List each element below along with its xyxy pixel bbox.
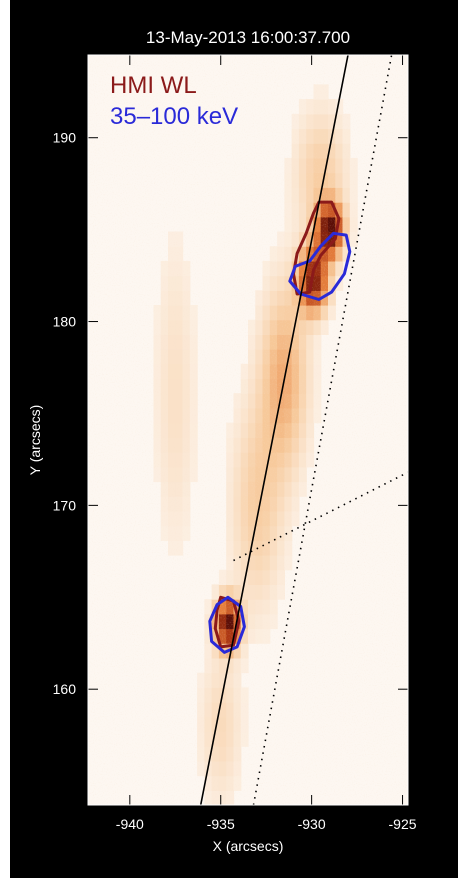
x-tick-label: -935: [207, 816, 235, 832]
plot-border: [87, 54, 409, 806]
y-axis: 160 170 180 190: [53, 130, 408, 697]
limb-line-solid: [199, 55, 349, 805]
hmi-wl-contour: [213, 595, 241, 649]
solar-flare-map: 13-May-2013 16:00:37.700 -940 -935 -930 -92…: [27, 28, 417, 854]
x-tick-label: -925: [389, 816, 417, 832]
x-axis-label: X (arcsecs): [213, 838, 284, 854]
x-tick-label: -930: [298, 816, 326, 832]
contour-layer: [208, 200, 352, 654]
legend-hxr-35-100kev: 35–100 keV: [110, 103, 238, 130]
background-grain: [88, 55, 408, 805]
plot-frame: 13-May-2013 16:00:37.700 -940 -935 -930 -92…: [10, 0, 458, 878]
hxr-contour: [208, 595, 246, 654]
y-axis-label: Y (arcsecs): [27, 405, 43, 476]
y-tick-label: 160: [53, 681, 77, 697]
limb-line-dotted: [233, 471, 408, 562]
line-layer: [199, 55, 408, 805]
hxr-contour: [288, 231, 352, 301]
hmi-wl-contour: [292, 200, 341, 296]
legend-hmi-wl: HMI WL: [110, 72, 197, 99]
y-tick-label: 190: [53, 130, 77, 146]
y-tick-label: 170: [53, 497, 77, 513]
y-tick-label: 180: [53, 314, 77, 330]
x-axis: -940 -935 -930 -925: [116, 55, 417, 832]
chart-title: 13-May-2013 16:00:37.700: [146, 28, 350, 47]
x-tick-label: -940: [116, 816, 144, 832]
